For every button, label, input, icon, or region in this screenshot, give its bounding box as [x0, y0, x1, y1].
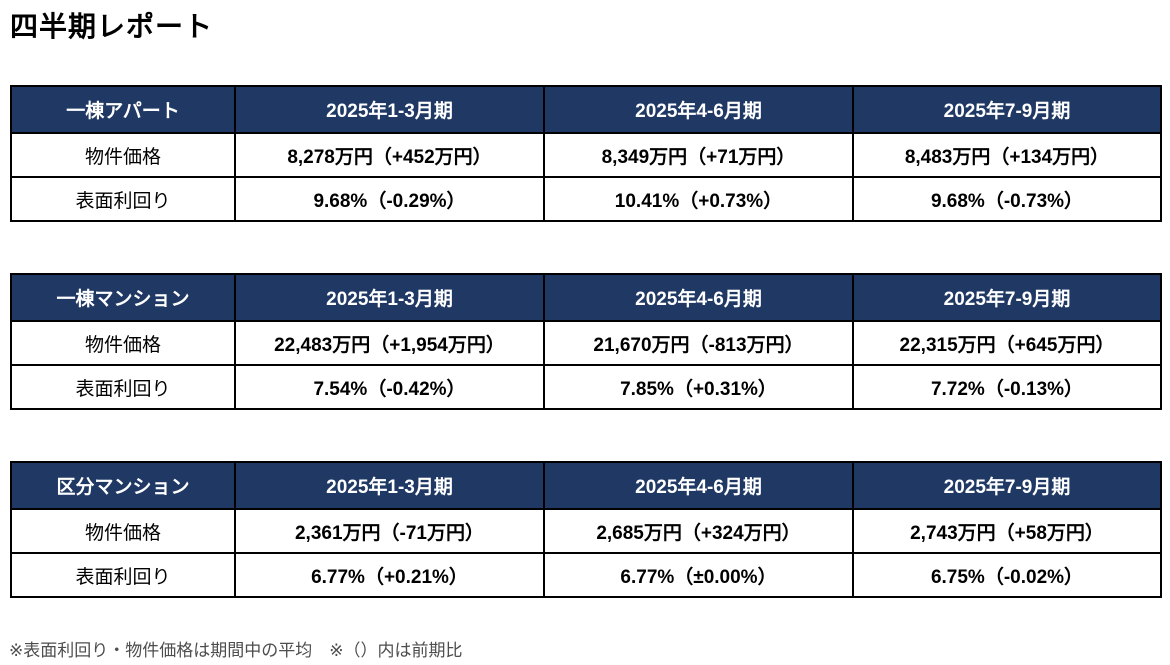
- price-cell-q2: 2,685万円（+324万円）: [543, 508, 854, 554]
- price-row: 物件価格 22,483万円（+1,954万円） 21,670万円（-813万円）…: [10, 320, 1162, 366]
- footnote: ※表面利回り・物件価格は期間中の平均 ※（）内は前期比: [9, 641, 463, 660]
- quarter-header-q2: 2025年4-6月期: [543, 461, 854, 510]
- yield-cell-q2: 7.85%（+0.31%）: [543, 364, 854, 410]
- row-label-yield: 表面利回り: [10, 364, 236, 410]
- row-label-price: 物件価格: [10, 508, 236, 554]
- category-header-apartment: 一棟アパート: [10, 85, 236, 134]
- price-cell-q1: 22,483万円（+1,954万円）: [234, 320, 545, 366]
- table-header-row: 一棟マンション 2025年1-3月期 2025年4-6月期 2025年7-9月期: [10, 273, 1162, 322]
- row-label-yield: 表面利回り: [10, 552, 236, 598]
- page-title: 四半期レポート: [10, 11, 214, 42]
- yield-row: 表面利回り 9.68%（-0.29%） 10.41%（+0.73%） 9.68%…: [10, 176, 1162, 222]
- price-cell-q1: 2,361万円（-71万円）: [234, 508, 545, 554]
- yield-cell-q1: 7.54%（-0.42%）: [234, 364, 545, 410]
- row-label-price: 物件価格: [10, 132, 236, 178]
- quarter-header-q1: 2025年1-3月期: [234, 85, 545, 134]
- category-header-condo-unit: 区分マンション: [10, 461, 236, 510]
- table-mansion: 一棟マンション 2025年1-3月期 2025年4-6月期 2025年7-9月期…: [10, 273, 1162, 410]
- price-cell-q3: 8,483万円（+134万円）: [852, 132, 1162, 178]
- yield-cell-q3: 6.75%（-0.02%）: [852, 552, 1162, 598]
- quarter-header-q1: 2025年1-3月期: [234, 273, 545, 322]
- yield-cell-q2: 6.77%（±0.00%）: [543, 552, 854, 598]
- yield-cell-q3: 7.72%（-0.13%）: [852, 364, 1162, 410]
- row-label-price: 物件価格: [10, 320, 236, 366]
- yield-cell-q3: 9.68%（-0.73%）: [852, 176, 1162, 222]
- table-condo-unit: 区分マンション 2025年1-3月期 2025年4-6月期 2025年7-9月期…: [10, 461, 1162, 598]
- yield-cell-q1: 6.77%（+0.21%）: [234, 552, 545, 598]
- price-cell-q3: 2,743万円（+58万円）: [852, 508, 1162, 554]
- price-row: 物件価格 2,361万円（-71万円） 2,685万円（+324万円） 2,74…: [10, 508, 1162, 554]
- quarter-header-q1: 2025年1-3月期: [234, 461, 545, 510]
- quarter-header-q2: 2025年4-6月期: [543, 273, 854, 322]
- price-row: 物件価格 8,278万円（+452万円） 8,349万円（+71万円） 8,48…: [10, 132, 1162, 178]
- price-cell-q2: 21,670万円（-813万円）: [543, 320, 854, 366]
- quarter-header-q2: 2025年4-6月期: [543, 85, 854, 134]
- quarter-header-q3: 2025年7-9月期: [852, 85, 1162, 134]
- table-header-row: 一棟アパート 2025年1-3月期 2025年4-6月期 2025年7-9月期: [10, 85, 1162, 134]
- yield-row: 表面利回り 6.77%（+0.21%） 6.77%（±0.00%） 6.75%（…: [10, 552, 1162, 598]
- row-label-yield: 表面利回り: [10, 176, 236, 222]
- category-header-mansion: 一棟マンション: [10, 273, 236, 322]
- yield-cell-q1: 9.68%（-0.29%）: [234, 176, 545, 222]
- price-cell-q2: 8,349万円（+71万円）: [543, 132, 854, 178]
- yield-row: 表面利回り 7.54%（-0.42%） 7.85%（+0.31%） 7.72%（…: [10, 364, 1162, 410]
- price-cell-q3: 22,315万円（+645万円）: [852, 320, 1162, 366]
- quarter-header-q3: 2025年7-9月期: [852, 273, 1162, 322]
- price-cell-q1: 8,278万円（+452万円）: [234, 132, 545, 178]
- table-apartment: 一棟アパート 2025年1-3月期 2025年4-6月期 2025年7-9月期 …: [10, 85, 1162, 222]
- yield-cell-q2: 10.41%（+0.73%）: [543, 176, 854, 222]
- quarter-header-q3: 2025年7-9月期: [852, 461, 1162, 510]
- table-header-row: 区分マンション 2025年1-3月期 2025年4-6月期 2025年7-9月期: [10, 461, 1162, 510]
